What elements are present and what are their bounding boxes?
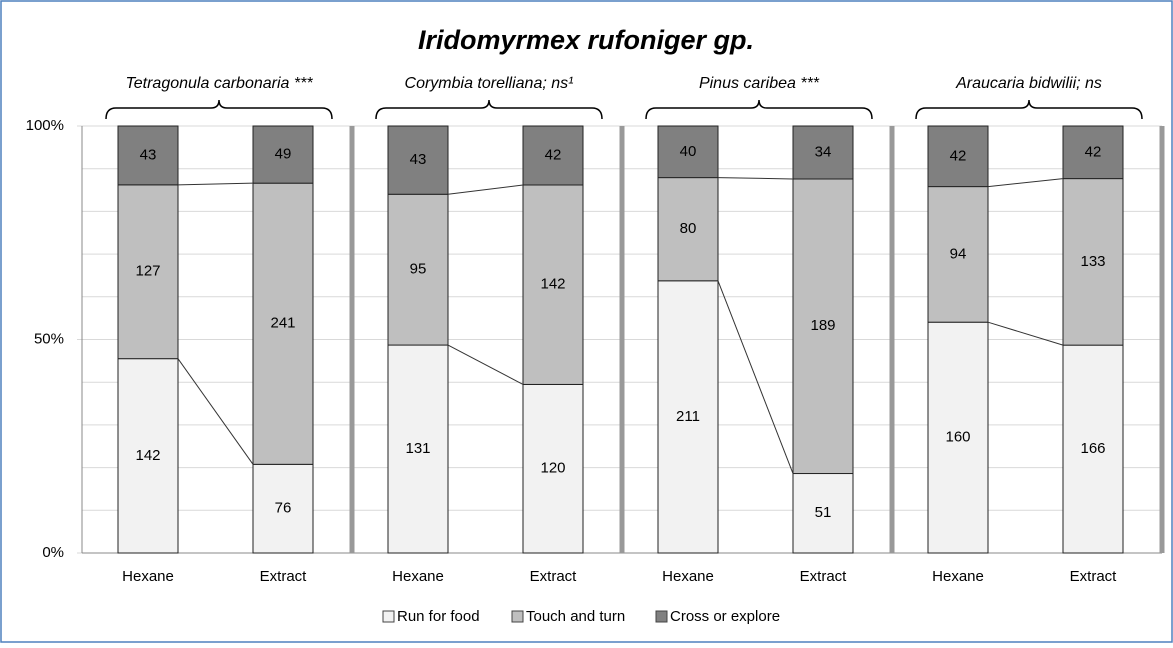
bar-segment bbox=[927, 321, 989, 554]
bar-segment bbox=[387, 344, 449, 554]
data-label: 40 bbox=[680, 143, 697, 160]
legend-label: Touch and turn bbox=[526, 608, 625, 625]
y-tick-label: 50% bbox=[34, 330, 64, 347]
data-label: 42 bbox=[545, 146, 562, 163]
connector bbox=[987, 321, 1064, 346]
group-bracket bbox=[915, 99, 1143, 120]
data-label: 133 bbox=[1080, 253, 1105, 270]
bar-segment bbox=[252, 182, 314, 465]
bar-segment bbox=[117, 358, 179, 554]
bar-segment bbox=[657, 125, 719, 179]
bar-segment bbox=[522, 125, 584, 186]
connector bbox=[177, 358, 254, 465]
data-label: 166 bbox=[1080, 440, 1105, 457]
bar-segment bbox=[657, 177, 719, 282]
data-label: 189 bbox=[810, 317, 835, 334]
connector bbox=[447, 184, 524, 195]
group-bracket bbox=[105, 99, 333, 120]
x-tick-label: Extract bbox=[260, 568, 308, 585]
legend-swatch bbox=[511, 610, 524, 623]
data-label: 142 bbox=[540, 276, 565, 293]
data-label: 80 bbox=[680, 220, 697, 237]
data-label: 43 bbox=[140, 146, 157, 163]
chart-title: Iridomyrmex rufoniger gp. bbox=[418, 25, 754, 55]
x-tick-label: Hexane bbox=[932, 568, 984, 585]
y-tick-label: 100% bbox=[26, 117, 64, 134]
data-label: 49 bbox=[275, 146, 292, 163]
x-tick-label: Hexane bbox=[662, 568, 714, 585]
data-label: 127 bbox=[135, 263, 160, 280]
data-label: 211 bbox=[676, 408, 700, 425]
x-tick-label: Extract bbox=[1070, 568, 1118, 585]
bar-segment bbox=[387, 193, 449, 346]
group-label: Pinus caribea *** bbox=[699, 75, 820, 92]
data-label: 34 bbox=[815, 143, 832, 160]
data-label: 131 bbox=[405, 440, 430, 457]
bar-segment bbox=[927, 186, 989, 323]
bar-segment bbox=[522, 184, 584, 385]
data-label: 51 bbox=[815, 504, 832, 521]
x-tick-label: Hexane bbox=[122, 568, 174, 585]
bar-segment bbox=[792, 178, 854, 475]
data-label: 94 bbox=[950, 245, 967, 262]
data-label: 160 bbox=[945, 429, 970, 446]
group-bracket bbox=[375, 99, 603, 120]
bar-segment bbox=[387, 125, 449, 195]
bar-segment bbox=[927, 125, 989, 188]
data-label: 76 bbox=[275, 500, 292, 517]
legend-label: Cross or explore bbox=[670, 608, 780, 625]
legend-swatch bbox=[655, 610, 668, 623]
group-label: Araucaria bidwilii; ns bbox=[955, 75, 1102, 92]
x-tick-label: Hexane bbox=[392, 568, 444, 585]
bar-segment bbox=[252, 463, 314, 554]
bar-segment bbox=[792, 473, 854, 554]
data-label: 142 bbox=[135, 447, 160, 464]
connector bbox=[717, 177, 794, 180]
data-label: 42 bbox=[1085, 143, 1102, 160]
legend-swatch bbox=[382, 610, 395, 623]
bar-segment bbox=[657, 280, 719, 554]
bar-segment bbox=[1062, 178, 1124, 346]
group-bracket bbox=[645, 99, 873, 120]
connector bbox=[987, 178, 1064, 188]
connector bbox=[447, 344, 524, 385]
legend-label: Run for food bbox=[397, 608, 480, 625]
data-label: 95 bbox=[410, 261, 427, 278]
bar-segment bbox=[1062, 125, 1124, 180]
x-tick-label: Extract bbox=[530, 568, 578, 585]
group-label: Corymbia torelliana; ns¹ bbox=[405, 75, 574, 92]
connector bbox=[717, 280, 794, 474]
x-tick-label: Extract bbox=[800, 568, 848, 585]
group-label: Tetragonula carbonaria *** bbox=[125, 75, 313, 92]
connector bbox=[177, 182, 254, 186]
y-tick-label: 0% bbox=[42, 544, 64, 561]
data-label: 120 bbox=[540, 460, 565, 477]
data-label: 241 bbox=[270, 315, 295, 332]
bar-segment bbox=[252, 125, 314, 184]
data-label: 42 bbox=[950, 147, 967, 164]
data-label: 43 bbox=[410, 151, 427, 168]
bar-segment bbox=[792, 125, 854, 180]
bar-segment bbox=[117, 125, 179, 186]
